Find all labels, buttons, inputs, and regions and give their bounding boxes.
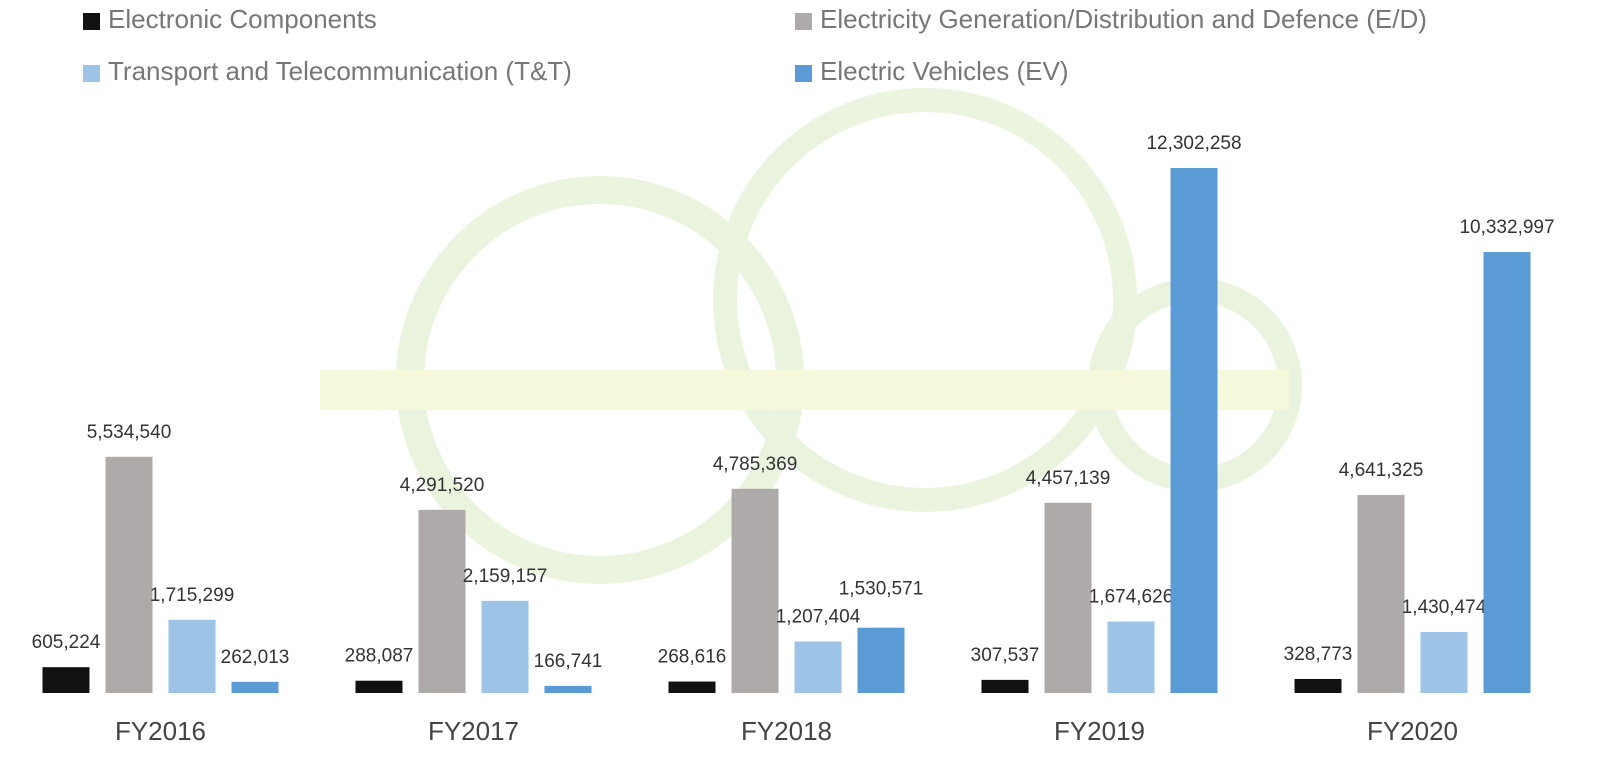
- legend-label: Electric Vehicles (EV): [820, 56, 1069, 86]
- value-label: 166,741: [534, 651, 603, 672]
- value-label: 605,224: [32, 632, 101, 653]
- value-label: 12,302,258: [1146, 133, 1241, 154]
- x-tick-label: FY2020: [1367, 716, 1458, 746]
- bar: [105, 456, 153, 693]
- legend-swatch: [795, 13, 812, 30]
- background-illustration: [320, 88, 1302, 584]
- bar: [231, 681, 279, 693]
- x-tick-label: FY2019: [1054, 716, 1145, 746]
- legend-swatch: [83, 65, 100, 82]
- bar: [168, 619, 216, 693]
- bar: [668, 681, 716, 693]
- value-label: 1,430,474: [1402, 597, 1487, 618]
- value-label: 10,332,997: [1459, 217, 1554, 238]
- bar: [481, 600, 529, 693]
- legend-swatch: [83, 13, 100, 30]
- value-label: 288,087: [345, 646, 414, 667]
- value-label: 5,534,540: [87, 422, 172, 443]
- bar: [42, 667, 90, 693]
- legend-label: Electronic Components: [108, 4, 377, 34]
- legend-label: Electricity Generation/Distribution and …: [820, 4, 1427, 34]
- bar: [1483, 252, 1531, 693]
- bar: [731, 488, 779, 693]
- value-label: 4,457,139: [1026, 468, 1111, 489]
- bar: [544, 685, 592, 693]
- value-label: 4,641,325: [1339, 460, 1424, 481]
- value-label: 1,530,571: [839, 579, 924, 600]
- legend-label: Transport and Telecommunication (T&T): [108, 56, 572, 86]
- bar: [1107, 621, 1155, 693]
- bar: [418, 509, 466, 693]
- bar: [794, 641, 842, 693]
- value-label: 2,159,157: [463, 566, 548, 587]
- value-label: 4,291,520: [400, 475, 485, 496]
- value-label: 4,785,369: [713, 454, 798, 475]
- x-tick-label: FY2016: [115, 716, 206, 746]
- value-label: 328,773: [1284, 644, 1353, 665]
- legend-swatch: [795, 65, 812, 82]
- x-tick-label: FY2018: [741, 716, 832, 746]
- value-label: 1,715,299: [150, 585, 235, 606]
- bar: [355, 680, 403, 693]
- value-label: 1,674,626: [1089, 587, 1174, 608]
- value-label: 268,616: [658, 647, 727, 668]
- value-label: 262,013: [221, 647, 290, 668]
- x-tick-label: FY2017: [428, 716, 519, 746]
- bar: [1044, 502, 1092, 693]
- bar: [1357, 494, 1405, 693]
- bar: [1420, 631, 1468, 693]
- bar: [981, 679, 1029, 693]
- bar: [857, 627, 905, 693]
- value-label: 307,537: [971, 645, 1040, 666]
- value-label: 1,207,404: [776, 606, 861, 627]
- bar: [1170, 168, 1218, 693]
- bar: [1294, 678, 1342, 693]
